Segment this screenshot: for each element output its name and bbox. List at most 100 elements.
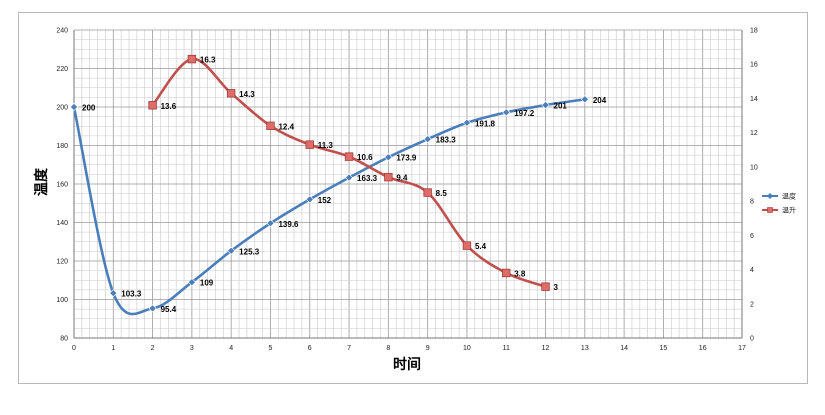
temperature-rise-point [305,140,314,149]
y-right-tick-label: 0 [750,336,754,343]
grid [73,29,743,339]
x-tick-label: 3 [190,345,194,352]
y-left-tick-label: 200 [56,105,68,112]
x-tick-label: 1 [111,345,115,352]
temperature-point [187,278,196,287]
temperature-rise-point [266,121,275,131]
temperature-point [266,219,275,228]
y-left-tick-label: 160 [56,182,68,189]
y-right-tick-label: 6 [750,233,754,240]
data-labels: 200 103.3 95.4 109 125.3 139.6 152 163.3 173.9 18… [82,56,607,314]
temperature-point [423,135,432,144]
temperature-point [148,304,157,313]
temperature-data-label: 95.4 [161,305,177,314]
temperature-point [462,118,471,127]
axes [73,30,743,339]
x-tick-label: 16 [699,345,707,352]
x-tick-label: 5 [269,345,273,352]
x-tick-label: 15 [660,345,668,352]
y-left-tick-label: 80 [60,336,68,343]
temperature-point [227,246,236,255]
temperature-rise-point [541,282,550,291]
temperature-rise-point [384,172,393,182]
y-right-tick-label: 2 [750,301,754,308]
y-right-tick-label: 14 [750,96,758,103]
temperature-point [384,153,393,162]
temperature-data-label: 183.3 [436,136,457,145]
temperature-data-label: 191.8 [475,119,496,128]
temperature-data-label: 201 [554,102,568,111]
temperature-rise-data-label: 11.3 [318,141,334,150]
temperature-rise-data-label: 16.3 [200,56,216,65]
x-tick-label: 11 [503,345,510,352]
legend-label-temperature: 温度 [782,192,796,201]
temperature-point [541,101,550,110]
temperature-rise-point [462,241,472,250]
y-left-tick-label: 220 [56,66,68,73]
y-right-tick-label: 10 [750,164,758,171]
x-tick-label: 17 [738,345,746,352]
temperature-data-label: 200 [82,104,96,113]
temperature-rise-point [502,268,511,278]
tick-labels: 0 1 2 3 4 5 6 7 8 9 10 11 12 13 14 15 16 1780100120140160… [56,28,758,353]
temperature-data-label: 163.3 [357,174,378,183]
temperature-data-label: 109 [200,279,214,288]
x-tick-label: 0 [72,345,76,352]
y-right-tick-label: 16 [750,62,758,69]
legend-marker-temperature [767,193,773,199]
temperature-rise-point [344,152,354,161]
y-right-tick-label: 4 [750,267,754,274]
x-tick-label: 13 [581,345,589,352]
temperature-rise-data-label: 8.5 [436,189,448,198]
y-right-tick-label: 18 [750,28,758,35]
temperature-point [502,108,511,117]
temperature-rise-point [423,188,432,197]
x-tick-label: 12 [542,345,550,352]
temperature-point [305,195,314,204]
y-right-tick-label: 12 [750,130,758,137]
temperature-rise-data-label: 14.3 [239,90,255,99]
temperature-point [580,95,589,104]
x-tick-label: 6 [308,345,312,352]
temperature-rise-data-label: 13.6 [161,102,177,111]
temperature-data-label: 197.2 [514,109,535,118]
temperature-point [69,102,79,112]
temperature-rise-point [226,89,236,98]
x-tick-label: 2 [151,345,155,352]
temperature-point [109,289,118,298]
temperature-point [345,173,354,182]
temperature-data-label: 139.6 [278,220,299,229]
chart-frame [18,12,808,384]
temperature-data-label: 103.3 [121,290,142,299]
y-left-tick-label: 180 [56,143,68,150]
x-tick-label: 7 [347,345,351,352]
temperature-data-label: 152 [318,196,332,205]
legend-label-temperature-rise: 温升 [782,206,796,215]
temperature-rise-point [148,101,157,110]
y-left-tick-label: 120 [56,259,68,266]
y-axis-title: 温度 [33,167,50,196]
x-axis-title: 时间 [393,356,421,373]
y-left-tick-label: 100 [56,297,68,304]
y-right-tick-label: 8 [750,199,754,206]
temperature-rise-data-label: 3.8 [514,269,526,278]
temperature-rise-data-label: 10.6 [357,153,373,162]
x-tick-label: 14 [620,345,628,352]
series-line-temperature [72,98,586,316]
temperature-rise-data-label: 5.4 [475,242,487,251]
temperature-rise-data-label: 12.4 [278,122,294,131]
temperature-rise-point [187,54,197,64]
temperature-rise-data-label: 9.4 [396,174,408,183]
temperature-data-label: 125.3 [239,247,260,256]
x-tick-label: 10 [463,345,471,352]
x-tick-label: 4 [229,345,233,352]
temperature-data-label: 173.9 [396,154,417,163]
y-left-tick-label: 240 [56,28,68,35]
y-left-tick-label: 140 [56,220,68,227]
series-markers [69,54,589,313]
temperature-rise-data-label: 3 [554,283,559,292]
legend-marker-temperature-rise [767,207,773,213]
temperature-data-label: 204 [593,96,607,105]
